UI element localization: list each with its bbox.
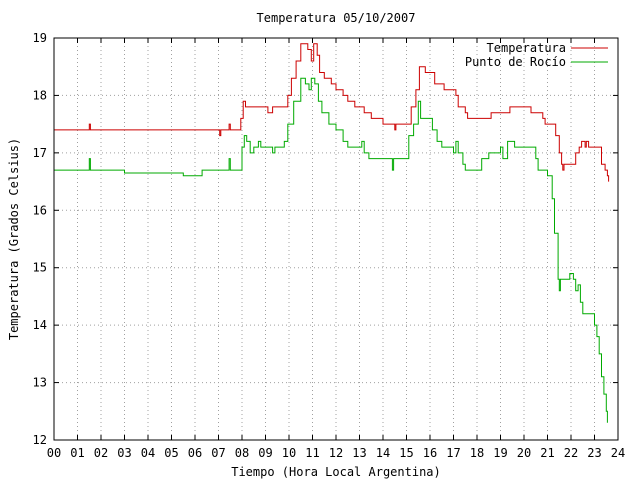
y-tick-label-18: 18 (33, 88, 47, 102)
series-layer (54, 43, 610, 423)
x-tick-label-11: 11 (305, 446, 319, 460)
x-tick-label-00: 00 (47, 446, 61, 460)
series-line-punto-de-rocio (54, 77, 608, 423)
x-tick-label-08: 08 (235, 446, 249, 460)
legend: Temperatura Punto de Rocío (465, 41, 608, 69)
y-tick-label-15: 15 (33, 261, 47, 275)
series-line-temperatura (54, 43, 610, 182)
x-tick-label-19: 19 (493, 446, 507, 460)
x-tick-label-07: 07 (211, 446, 225, 460)
x-tick-label-21: 21 (540, 446, 554, 460)
tick-labels: 00 01 02 03 04 05 06 07 08 09 10 11 12 13 14 15 16 17 18 19… (33, 31, 626, 460)
x-tick-label-14: 14 (376, 446, 390, 460)
x-tick-label-16: 16 (423, 446, 437, 460)
x-axis-label: Tiempo (Hora Local Argentina) (231, 465, 441, 479)
x-tick-label-09: 09 (258, 446, 272, 460)
chart-title: Temperatura 05/10/2007 (257, 11, 416, 25)
legend-label-temperatura: Temperatura (487, 41, 566, 55)
x-tick-label-18: 18 (470, 446, 484, 460)
y-tick-label-19: 19 (33, 31, 47, 45)
y-tick-label-13: 13 (33, 376, 47, 390)
x-tick-label-17: 17 (446, 446, 460, 460)
x-tick-label-22: 22 (564, 446, 578, 460)
grid-lines (54, 38, 618, 440)
y-tick-label-12: 12 (33, 433, 47, 447)
x-tick-label-23: 23 (587, 446, 601, 460)
x-tick-label-01: 01 (70, 446, 84, 460)
x-tick-label-10: 10 (282, 446, 296, 460)
x-tick-label-13: 13 (352, 446, 366, 460)
x-tick-label-02: 02 (94, 446, 108, 460)
legend-label-punto-de-rocio: Punto de Rocío (465, 55, 566, 69)
x-tick-label-20: 20 (517, 446, 531, 460)
x-tick-label-06: 06 (188, 446, 202, 460)
plot-frame (53, 37, 619, 441)
x-tick-label-24: 24 (611, 446, 625, 460)
x-tick-label-15: 15 (399, 446, 413, 460)
x-tick-label-12: 12 (329, 446, 343, 460)
y-tick-label-14: 14 (33, 318, 47, 332)
y-tick-label-17: 17 (33, 146, 47, 160)
y-axis-label: Temperatura (Grados Celsius) (7, 138, 21, 340)
x-tick-label-04: 04 (141, 446, 155, 460)
x-tick-label-03: 03 (117, 446, 131, 460)
x-tick-label-05: 05 (164, 446, 178, 460)
y-tick-label-16: 16 (33, 203, 47, 217)
